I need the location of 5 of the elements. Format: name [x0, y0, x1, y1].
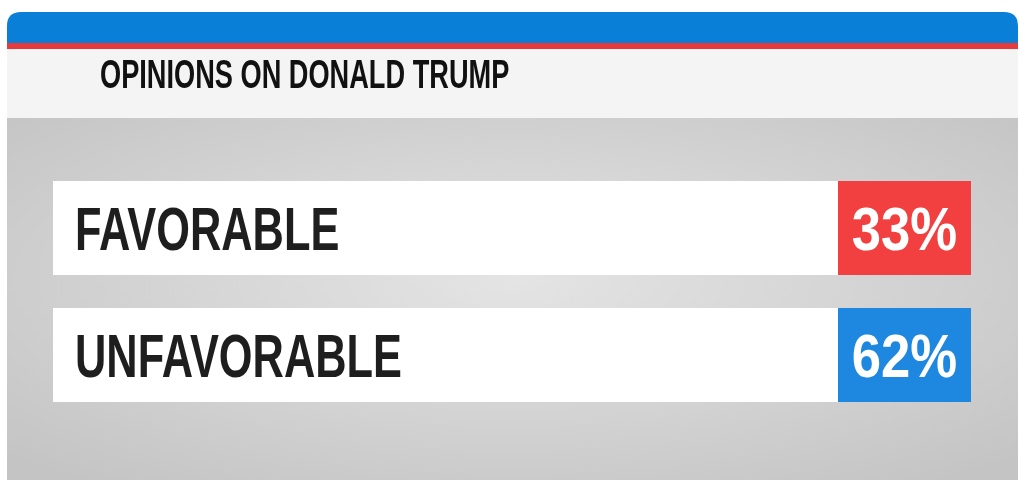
category-label: UNFAVORABLE	[75, 321, 403, 390]
data-label: 33%	[851, 193, 958, 263]
text: OPINIONS ON DONALD TRUMP	[100, 51, 510, 97]
data-label: 62%	[851, 320, 958, 390]
category-label: FAVORABLE	[75, 194, 340, 263]
